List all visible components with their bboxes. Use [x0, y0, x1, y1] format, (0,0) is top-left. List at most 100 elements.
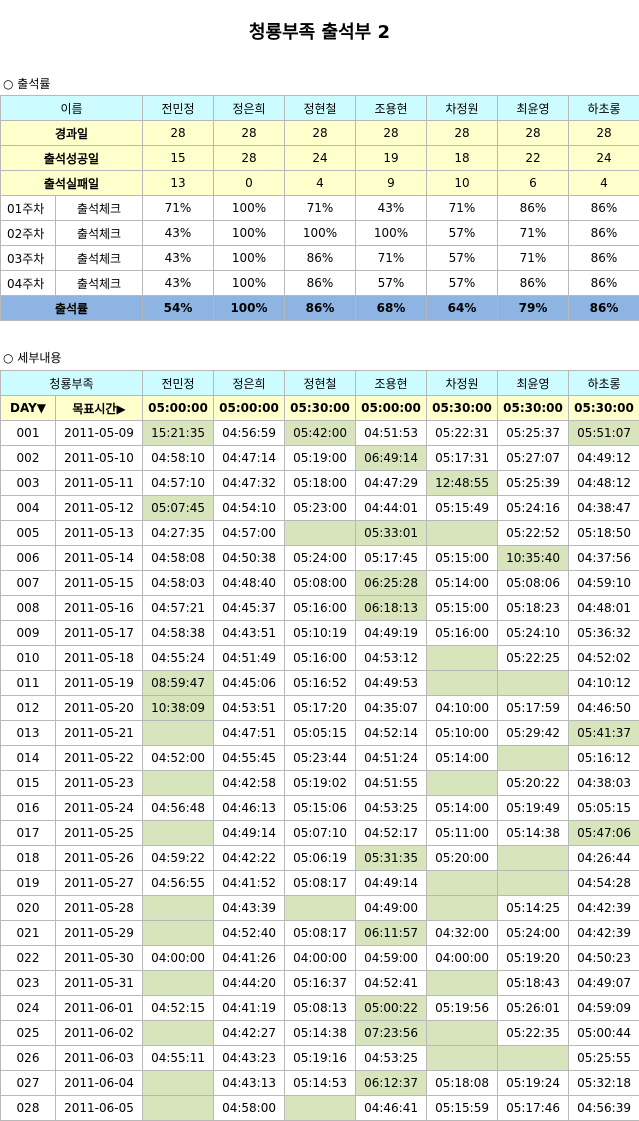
cell: 03주차: [0, 245, 56, 271]
row: 001 2011-05-09 15:21:35 04:56:59 05:42:00 04:…: [0, 420, 639, 446]
cell: 009: [0, 620, 56, 646]
cell: 05:15:00: [426, 595, 499, 621]
cell: 05:27:07: [497, 445, 570, 471]
row: 023 2011-05-31 04:44:20 05:16:37 04:52:41 05:…: [0, 970, 639, 996]
row: 출석성공일 15 28 24 19 18 22 24: [0, 145, 639, 171]
cell: 04:56:39: [568, 1095, 639, 1121]
cell: 71%: [497, 220, 569, 246]
cell: 04:49:07: [568, 970, 639, 996]
row: 경과일 28 28 28 28 28 28 28: [0, 120, 639, 146]
cell: 022: [0, 945, 56, 971]
cell: 출석체크: [55, 270, 143, 296]
cell: 012: [0, 695, 56, 721]
cell: 04:47:32: [213, 470, 286, 496]
cell: 04:54:10: [213, 495, 286, 521]
cell: [497, 670, 570, 696]
cell: 04:42:39: [568, 920, 639, 946]
row: 018 2011-05-26 04:59:22 04:42:22 05:06:19 05:…: [0, 845, 639, 871]
cell: [142, 920, 215, 946]
cell: 04:51:49: [213, 645, 286, 671]
cell: 최윤영: [497, 95, 569, 121]
cell: 2011-05-24: [54, 795, 144, 821]
cell: 04:52:02: [568, 645, 639, 671]
cell: 05:05:15: [284, 720, 357, 746]
cell: 013: [0, 720, 56, 746]
cell: 05:05:15: [568, 795, 639, 821]
cell: 05:30:00: [568, 395, 639, 421]
cell: 출석체크: [55, 245, 143, 271]
cell: [142, 1095, 215, 1121]
cell: 86%: [497, 270, 569, 296]
cell: 57%: [426, 220, 498, 246]
cell: 015: [0, 770, 56, 796]
row: 021 2011-05-29 04:52:40 05:08:17 06:11:57 04:…: [0, 920, 639, 946]
cell: 79%: [497, 295, 569, 321]
cell: 조용현: [355, 95, 427, 121]
cell: 86%: [568, 245, 639, 271]
cell: 04:32:00: [426, 920, 499, 946]
cell: 05:22:52: [497, 520, 570, 546]
row: 04주차 출석체크 43% 100% 86% 57% 57% 86% 86%: [0, 270, 639, 296]
cell: [426, 1045, 499, 1071]
cell: 027: [0, 1070, 56, 1096]
cell: DAY▼: [0, 395, 56, 421]
cell: 05:14:00: [426, 745, 499, 771]
cell: 86%: [497, 195, 569, 221]
row: 출석실패일 13 0 4 9 10 6 4: [0, 170, 639, 196]
cell: 05:15:06: [284, 795, 357, 821]
cell: 05:16:52: [284, 670, 357, 696]
cell: 9: [355, 170, 427, 196]
cell: 04:43:23: [213, 1045, 286, 1071]
cell: 04:59:10: [568, 570, 639, 596]
cell: 2011-05-15: [54, 570, 144, 596]
cell: 10:38:09: [142, 695, 215, 721]
cell: 04:49:14: [213, 820, 286, 846]
cell: 04:53:51: [213, 695, 286, 721]
cell: 2011-05-25: [54, 820, 144, 846]
cell: 04:58:08: [142, 545, 215, 571]
cell: 04:47:51: [213, 720, 286, 746]
cell: 71%: [355, 245, 427, 271]
cell: 19: [355, 145, 427, 171]
cell: 71%: [142, 195, 214, 221]
cell: 04:51:24: [355, 745, 428, 771]
cell: 05:15:59: [426, 1095, 499, 1121]
cell: 05:41:37: [568, 720, 639, 746]
cell: 06:25:28: [355, 570, 428, 596]
cell: 05:17:31: [426, 445, 499, 471]
cell: 2011-05-13: [54, 520, 144, 546]
cell: 05:00:00: [213, 395, 286, 421]
cell: 05:14:38: [497, 820, 570, 846]
cell: 68%: [355, 295, 427, 321]
cell: 04:53:25: [355, 1045, 428, 1071]
cell: 05:14:00: [426, 795, 499, 821]
cell: 05:10:00: [426, 720, 499, 746]
cell: 100%: [213, 195, 285, 221]
cell: 06:12:37: [355, 1070, 428, 1096]
cell: 05:14:00: [426, 570, 499, 596]
cell: 2011-05-20: [54, 695, 144, 721]
cell: 43%: [142, 245, 214, 271]
cell: 04:52:41: [355, 970, 428, 996]
cell: [426, 770, 499, 796]
cell: 100%: [213, 270, 285, 296]
cell: 0: [213, 170, 285, 196]
cell: 2011-05-31: [54, 970, 144, 996]
cell: 04:26:44: [568, 845, 639, 871]
cell: 57%: [426, 245, 498, 271]
cell: 2011-05-16: [54, 595, 144, 621]
cell: 24: [284, 145, 356, 171]
cell: 05:26:01: [497, 995, 570, 1021]
cell: 43%: [142, 220, 214, 246]
row: 022 2011-05-30 04:00:00 04:41:26 04:00:00 04:…: [0, 945, 639, 971]
cell: 04:57:10: [142, 470, 215, 496]
cell: 011: [0, 670, 56, 696]
cell: 05:33:01: [355, 520, 428, 546]
cell: 023: [0, 970, 56, 996]
cell: 86%: [284, 270, 356, 296]
row: 016 2011-05-24 04:56:48 04:46:13 05:15:06 04:…: [0, 795, 639, 821]
cell: 경과일: [0, 120, 143, 146]
cell: 2011-05-21: [54, 720, 144, 746]
cell: 04:43:51: [213, 620, 286, 646]
cell: 05:19:56: [426, 995, 499, 1021]
